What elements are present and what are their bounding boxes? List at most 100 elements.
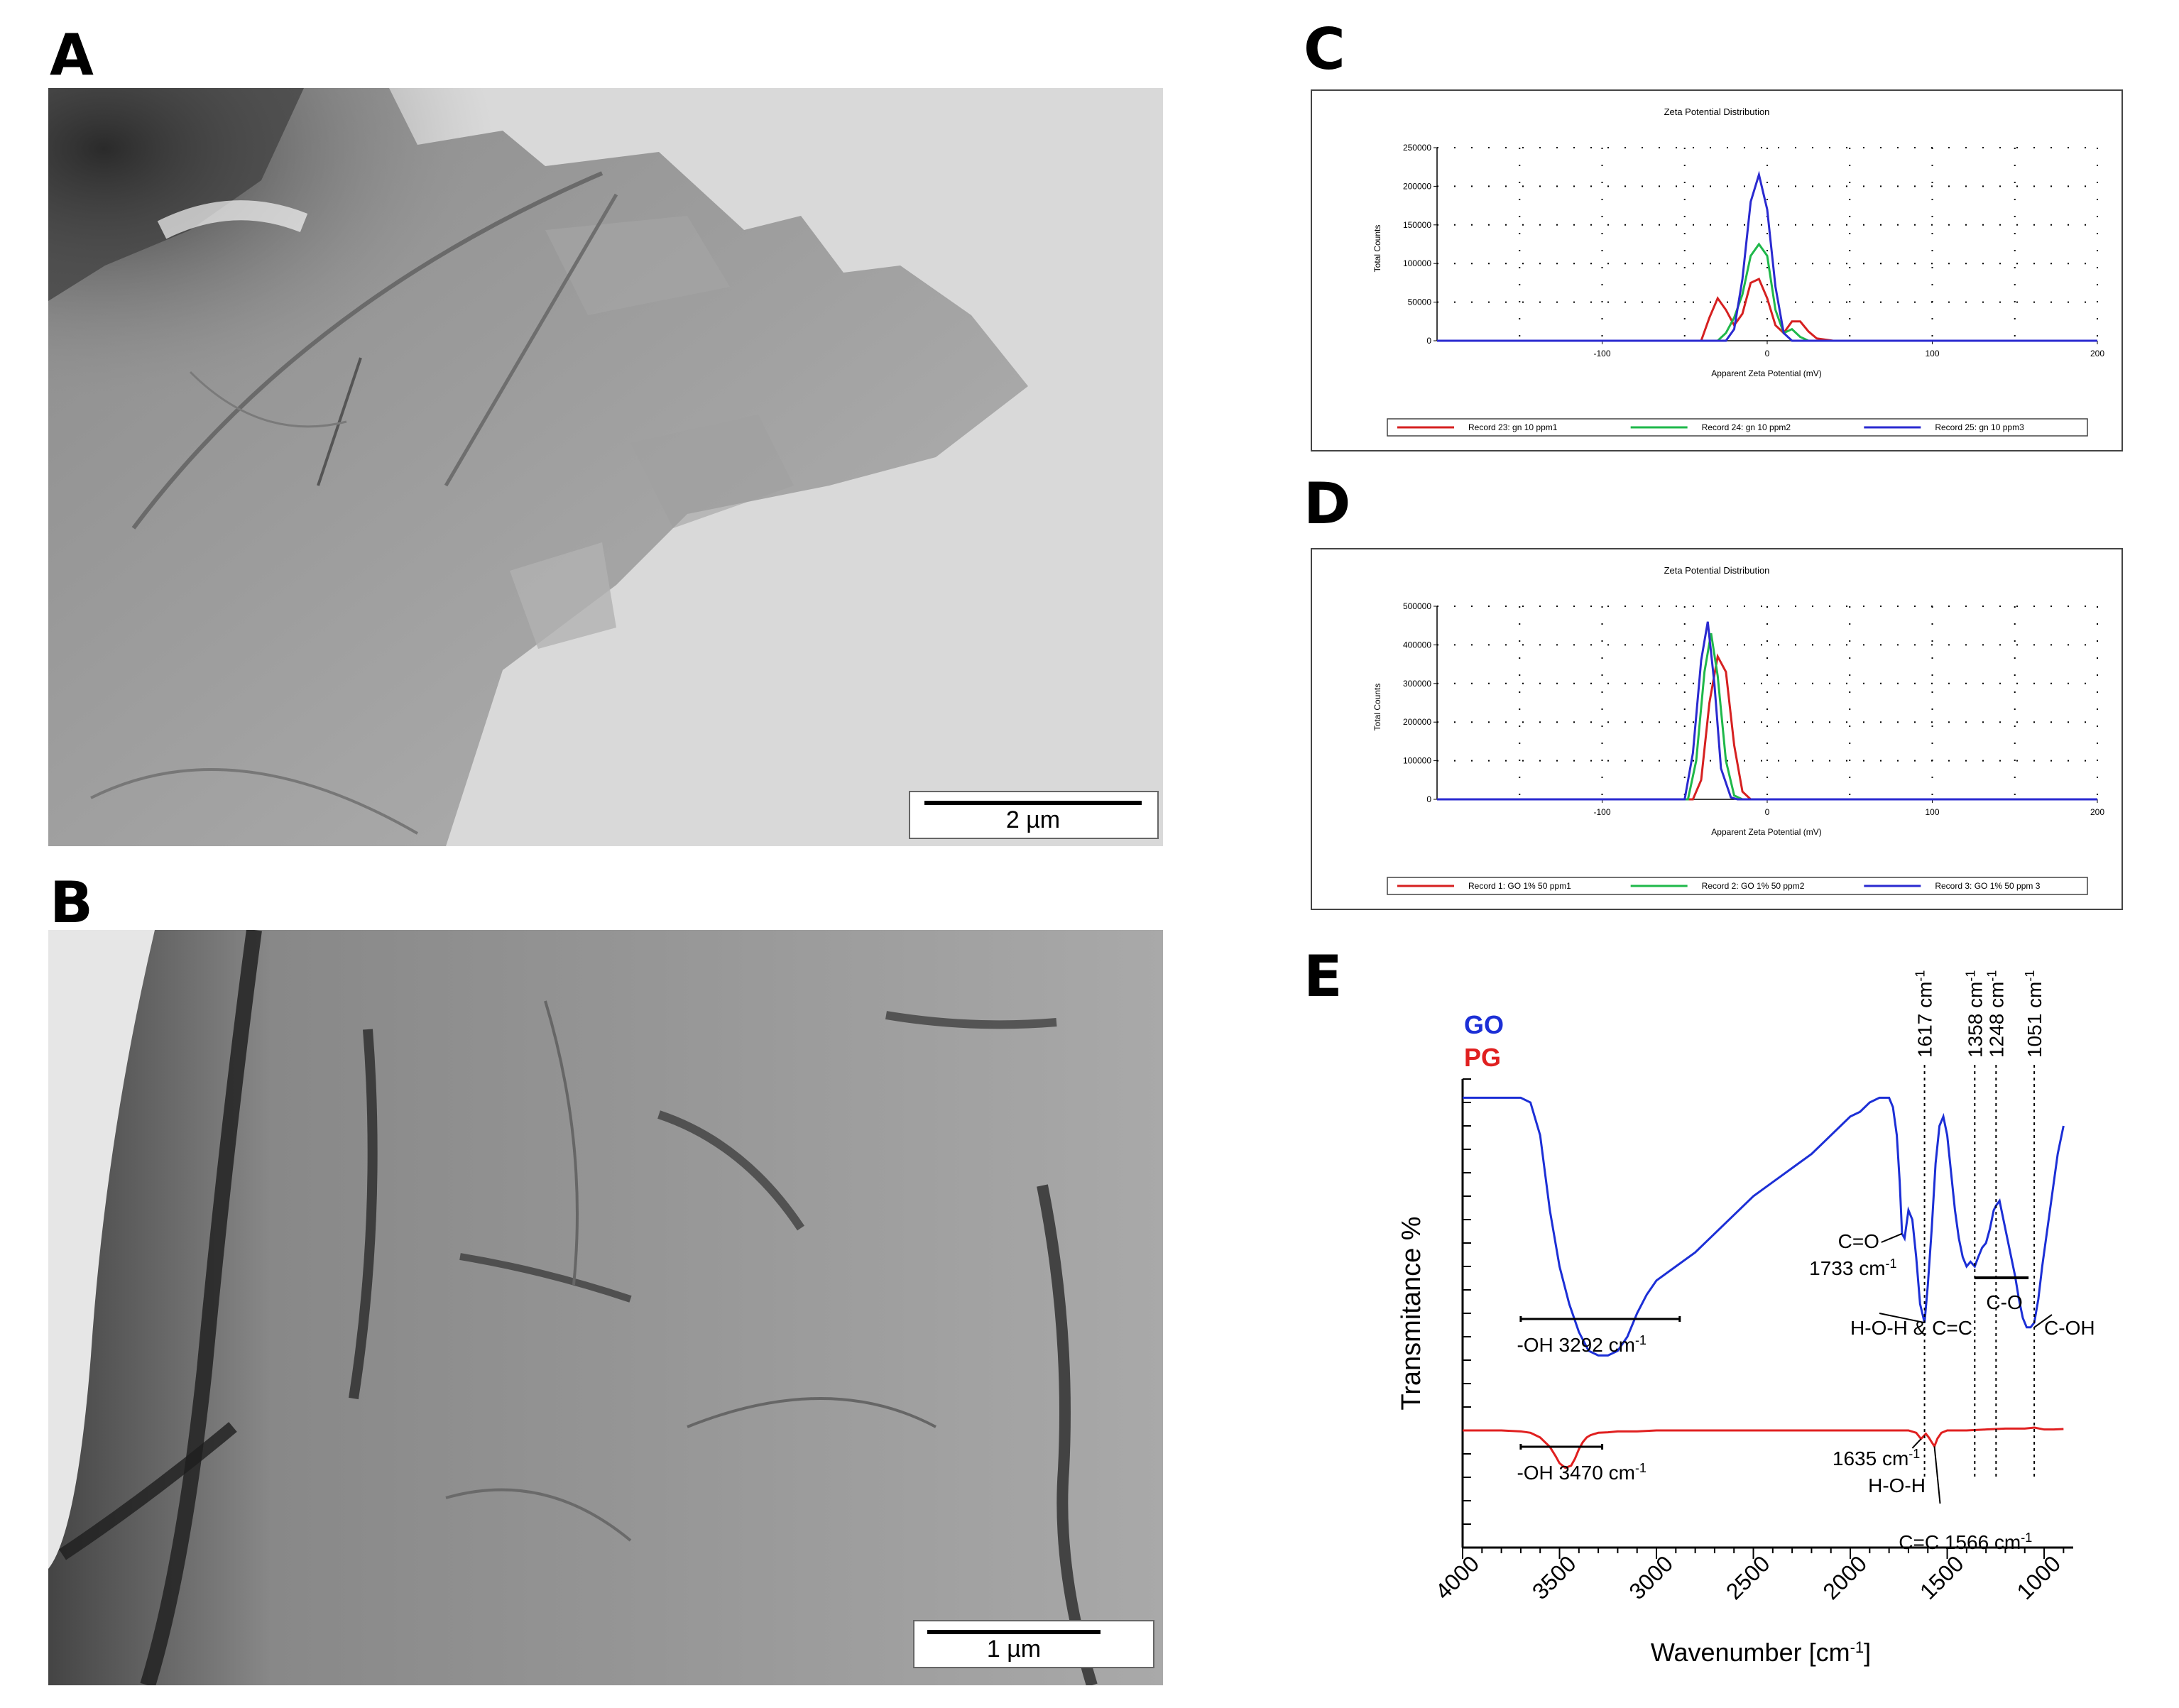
chart-d-xlabel: Apparent Zeta Potential (mV) <box>1711 827 1821 837</box>
ftir-xtick-label-1: 3500 <box>1527 1550 1581 1604</box>
ftir-bracket-oh-pg <box>1519 1444 1604 1450</box>
ftir-leader-1566 <box>1933 1446 1941 1504</box>
chart-c-ytick-label-1: 50000 <box>1408 297 1432 307</box>
zeta-chart-c: Zeta Potential Distribution 0 50000 100000 1… <box>1372 106 2104 437</box>
ftir-bracket-oh-go <box>1519 1316 1681 1322</box>
chart-c-xtick-label-0: -100 <box>1593 349 1610 358</box>
chart-d-xtick-label-1: 0 <box>1765 807 1770 817</box>
chart-c-ytick-label-3: 150000 <box>1403 220 1431 230</box>
ftir-ann-co-2: 1733 cm-1 <box>1809 1257 1896 1279</box>
ftir-xtick-label-2: 3000 <box>1624 1550 1678 1604</box>
scale-bar-a <box>924 801 1142 805</box>
ftir-ann-oh-go: -OH 3292 cm-1 <box>1517 1333 1646 1356</box>
ftir-series-go <box>1463 1096 2065 1357</box>
chart-c-ytick-label-2: 100000 <box>1403 258 1431 268</box>
ftir-ann-c-oh: C-OH <box>2044 1317 2095 1339</box>
chart-c-xlabel: Apparent Zeta Potential (mV) <box>1711 368 1821 378</box>
chart-d-ytick-label-1: 100000 <box>1403 756 1431 766</box>
chart-c-ylabel: Total Counts <box>1372 225 1382 273</box>
tem-image-b <box>48 930 1163 1685</box>
ftir-marker-sup-1617: -1 <box>1913 970 1928 982</box>
ftir-marker-sup-1358: -1 <box>1963 970 1977 982</box>
chart-c-legend-label-2: Record 25: gn 10 ppm3 <box>1935 422 2024 432</box>
tem-image-a <box>48 88 1163 846</box>
ftir-marker-sup-1248: -1 <box>1984 970 1999 982</box>
chart-d-ylabel: Total Counts <box>1372 684 1382 731</box>
ftir-marker-label-1617: 1617 cm-1 <box>1913 970 1936 1058</box>
ftir-ylabel: Transmitance % <box>1397 1216 1426 1410</box>
chart-d-ytick-label-5: 500000 <box>1403 601 1431 611</box>
chart-c-series-0 <box>1437 277 2097 342</box>
ftir-leader-hoh-cc <box>1879 1313 1925 1324</box>
ftir-xtick-label-5: 1500 <box>1915 1550 1969 1604</box>
tem-image-b-graphic <box>48 930 1163 1685</box>
chart-d-title: Zeta Potential Distribution <box>1664 565 1770 576</box>
ftir-marker-label-1248: 1248 cm-1 <box>1984 970 2007 1058</box>
ftir-legend-go: GO <box>1464 1010 1504 1039</box>
chart-c-xtick-label-1: 0 <box>1765 349 1770 358</box>
chart-c-title: Zeta Potential Distribution <box>1664 106 1770 117</box>
ftir-ann-oh-pg: -OH 3470 cm-1 <box>1517 1461 1646 1484</box>
ftir-ann-c-o: C-O <box>1986 1291 2022 1313</box>
ftir-xtick-label-0: 4000 <box>1430 1550 1484 1604</box>
chart-d-xtick-label-0: -100 <box>1593 807 1610 817</box>
panel-a-letter: A <box>50 22 94 88</box>
ftir-xlabel-sup: -1 <box>1850 1638 1864 1656</box>
ftir-series-pg <box>1463 1426 2064 1469</box>
ftir-leader-c-oh <box>2033 1314 2053 1328</box>
chart-d-legend-box <box>1387 877 2088 895</box>
ftir-xtick-label-4: 2000 <box>1818 1550 1872 1604</box>
chart-d-xtick-label-2: 100 <box>1925 807 1939 817</box>
tem-image-a-graphic <box>48 88 1163 846</box>
ftir-ann-cc-1566-sup: -1 <box>2021 1531 2032 1545</box>
chart-c-xtick-label-2: 100 <box>1925 349 1939 358</box>
ftir-ann-1635-hoh: H-O-H <box>1868 1474 1926 1496</box>
ftir-chart-e: GO PG 4000 3500 3000 2500 2000 1500 1000 Wavenumb… <box>1397 970 2095 1667</box>
chart-c-legend-label-0: Record 23: gn 10 ppm1 <box>1468 422 1558 432</box>
ftir-ann-1635-sup: -1 <box>1908 1447 1920 1461</box>
chart-c-legend-label-1: Record 24: gn 10 ppm2 <box>1702 422 1791 432</box>
ftir-legend-pg: PG <box>1464 1043 1501 1072</box>
ftir-leader-co <box>1881 1232 1903 1243</box>
chart-c-xtick-label-3: 200 <box>2090 349 2104 358</box>
scale-bar-box-a: 2 µm <box>909 791 1159 839</box>
chart-c-ytick-label-4: 200000 <box>1403 181 1431 191</box>
scale-label-a: 2 µm <box>1005 806 1061 833</box>
chart-c-legend-box <box>1387 418 2088 437</box>
chart-d-legend-label-0: Record 1: GO 1% 50 ppm1 <box>1468 881 1571 891</box>
chart-d-xtick-label-3: 200 <box>2090 807 2104 817</box>
panel-d-letter: D <box>1304 471 1351 537</box>
chart-d-ytick-label-3: 300000 <box>1403 679 1431 689</box>
zeta-panel-d: Zeta Potential Distribution 0 100000 200000… <box>1311 548 2123 910</box>
zeta-chart-d: Zeta Potential Distribution 0 100000 200000… <box>1372 565 2104 895</box>
ftir-marker-label-1051: 1051 cm-1 <box>2023 970 2046 1058</box>
ftir-xlabel: Wavenumber [cm-1] <box>1651 1638 1871 1667</box>
chart-d-ytick-label-0: 0 <box>1426 794 1431 804</box>
ftir-marker-label-1358: 1358 cm-1 <box>1963 970 1986 1058</box>
panel-e-letter: E <box>1304 943 1343 1009</box>
chart-c-series-1 <box>1437 242 2097 342</box>
scale-bar-box-b-main: 1 µm <box>913 1620 1154 1668</box>
chart-d-ytick-label-2: 200000 <box>1403 717 1431 727</box>
ftir-ann-co-1: C=O <box>1838 1230 1879 1252</box>
chart-c-ytick-label-5: 250000 <box>1403 143 1431 153</box>
scale-label-b: 1 µm <box>986 1636 1042 1663</box>
zeta-panel-c: Zeta Potential Distribution 0 50000 100000 1… <box>1311 89 2123 451</box>
ftir-marker-sup-1051: -1 <box>2023 970 2037 982</box>
ftir-ann-1635: 1635 cm-1 <box>1833 1447 1920 1469</box>
chart-d-legend-label-1: Record 2: GO 1% 50 ppm2 <box>1702 881 1805 891</box>
panel-c-letter: C <box>1304 16 1345 82</box>
ftir-ann-oh-pg-sup: -1 <box>1635 1461 1646 1475</box>
chart-c-series-2 <box>1437 170 2097 342</box>
ftir-leader-1635 <box>1911 1438 1922 1449</box>
ftir-ann-co-2-sup: -1 <box>1886 1257 1897 1271</box>
panel-b-letter: B <box>50 870 93 936</box>
scale-bar-b <box>927 1630 1101 1634</box>
chart-c-ytick-label-0: 0 <box>1426 336 1431 346</box>
ftir-xtick-label-3: 2500 <box>1721 1550 1775 1604</box>
ftir-xlabel-end: ] <box>1864 1638 1871 1667</box>
ftir-ann-cc-1566: C=C 1566 cm-1 <box>1899 1531 2032 1553</box>
ftir-ann-oh-go-sup: -1 <box>1635 1333 1646 1347</box>
chart-d-ytick-label-4: 400000 <box>1403 640 1431 650</box>
chart-d-legend-label-2: Record 3: GO 1% 50 ppm 3 <box>1935 881 2040 891</box>
